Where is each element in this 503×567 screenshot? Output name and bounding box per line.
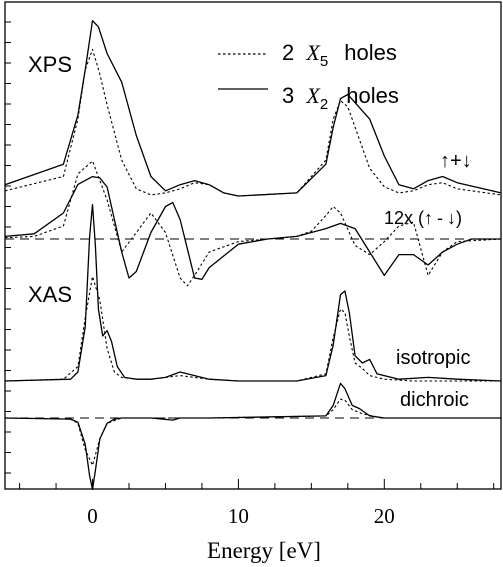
curves — [4, 20, 502, 491]
xps-diff-solid-curve — [4, 175, 501, 280]
legend: 2 X5 holes 3 X2 holes — [218, 40, 399, 114]
left-axis-ticks — [5, 21, 11, 474]
xps-sum-dotted-curve — [4, 48, 502, 197]
xas-dichroic-solid-curve — [4, 382, 501, 491]
isotropic-label: isotropic — [396, 347, 470, 369]
x-tick-labels: 0 10 20 — [87, 504, 395, 528]
xas-dichroic-dotted-curve — [4, 398, 501, 466]
diff-annotation: 12x (↑ - ↓) — [384, 208, 462, 228]
dichroic-label: dichroic — [400, 389, 469, 411]
xps-label: XPS — [28, 52, 72, 77]
xps-sum-solid-curve — [4, 20, 502, 197]
xas-isotropic-solid-curve — [4, 203, 502, 382]
x-tick-label: 10 — [228, 504, 249, 528]
x-tick-label: 0 — [87, 504, 98, 528]
bottom-axis-ticks — [19, 479, 495, 489]
x-axis-title: Energy [eV] — [207, 538, 321, 563]
legend-dotted-label: 2 X5 holes — [282, 40, 397, 71]
xps-diff-dotted-curve — [4, 160, 502, 287]
x-tick-label: 20 — [374, 504, 395, 528]
legend-solid-label: 3 X2 holes — [282, 83, 399, 114]
sum-annotation: ↑+↓ — [440, 150, 472, 172]
plot-frame — [4, 1, 502, 490]
xas-label: XAS — [28, 282, 72, 307]
